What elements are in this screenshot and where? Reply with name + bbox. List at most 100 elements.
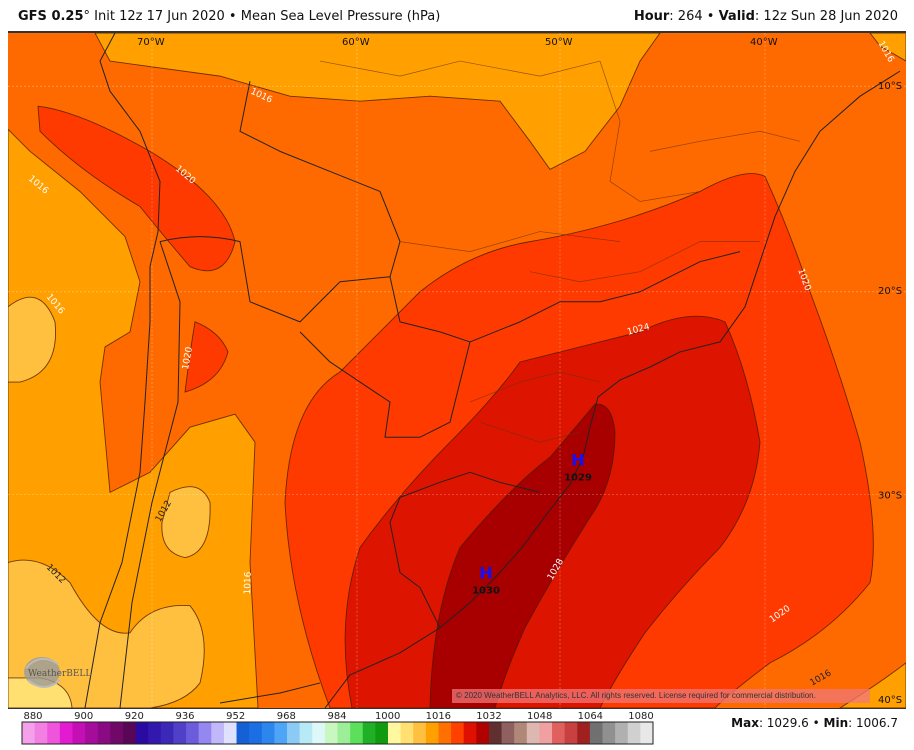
max-value: : 1029.6 (758, 716, 809, 730)
hour-value: : 264 (669, 9, 703, 24)
colorbar-label: 900 (74, 711, 93, 722)
colorbar-cell (223, 722, 238, 744)
watermark-text: WeatherBELL (28, 669, 91, 679)
colorbar-cell (463, 722, 477, 744)
colorbar-cell (514, 722, 528, 744)
field-name: Mean Sea Level Pressure (hPa) (240, 9, 441, 24)
colorbar-cell (337, 722, 351, 744)
colorbar-label: 920 (125, 711, 144, 722)
colorbar-cell (72, 722, 86, 744)
colorbar-cell (249, 722, 263, 744)
colorbar-cell (640, 722, 654, 744)
fill-1012-1016-top (94, 33, 661, 170)
fill-1028-1032 (429, 403, 616, 708)
colorbar-cell (198, 722, 212, 744)
colorbar-label: 1000 (375, 711, 400, 722)
colorbar-cell (59, 722, 73, 744)
colorbar-cell (186, 722, 200, 744)
colorbar-cell (22, 722, 36, 744)
colorbar-cell (501, 722, 515, 744)
high-pressure-1029: H 1029 (564, 450, 592, 483)
colorbar-cell (85, 722, 99, 744)
colorbar-label: 1064 (578, 711, 603, 722)
colorbar-label: 968 (277, 711, 296, 722)
colorbar-cell (211, 722, 225, 744)
separator: • (812, 716, 820, 730)
lat-label: 10°S (878, 81, 902, 92)
contour-label: 1020 (181, 346, 195, 371)
colorbar-cell (350, 722, 364, 744)
weatherbell-logo: WeatherBELL (20, 650, 100, 695)
colorbar-cell (312, 722, 326, 744)
valid-value: : 12z Sun 28 Jun 2020 (754, 9, 898, 24)
lon-label: 50°W (545, 37, 573, 48)
copyright-notice: © 2020 WeatherBELL Analytics, LLC. All r… (452, 689, 870, 703)
high-value: 1029 (564, 472, 592, 483)
min-label: Min (823, 716, 849, 730)
lon-label: 70°W (137, 37, 165, 48)
separator: • (706, 9, 715, 24)
colorbar: 880 900 920 936 952 968 984 1000 1016 1032 1048 106… (21, 711, 654, 745)
colorbar-label: 1016 (426, 711, 451, 722)
fill-1012-1016-left (8, 128, 259, 708)
colorbar-cell (375, 722, 389, 744)
map-title: GFS 0.25° Init 12z 17 Jun 2020 • Mean Se… (18, 9, 440, 24)
colorbar-cell (173, 722, 187, 744)
separator: • (228, 9, 237, 24)
colorbar-cell (160, 722, 174, 744)
colorbar-cell (400, 722, 414, 744)
lon-label: 40°W (750, 37, 778, 48)
colorbar-cell (552, 722, 566, 744)
colorbar-cell (236, 722, 250, 744)
lat-label: 30°S (878, 490, 902, 501)
colorbar-cell (324, 722, 338, 744)
colorbar-cell (274, 722, 288, 744)
colorbar-label: 952 (226, 711, 245, 722)
colorbar-cell (122, 722, 137, 744)
max-min-stats: Max: 1029.6 • Min: 1006.7 (731, 716, 898, 730)
valid-label: Valid (718, 9, 755, 24)
colorbar-label: 880 (23, 711, 42, 722)
high-symbol: H (479, 564, 492, 583)
colorbar-cell (287, 722, 301, 744)
lat-label: 40°S (878, 695, 902, 706)
state-borders (319, 60, 801, 443)
colorbar-cell (413, 722, 427, 744)
colorbar-cell (438, 722, 452, 744)
fill-1020-1024-nw (37, 105, 236, 272)
colorbar-label: 1048 (527, 711, 552, 722)
coastlines-borders (84, 33, 901, 708)
colorbar-label: 1032 (476, 711, 501, 722)
degree-symbol: ° (83, 9, 91, 24)
colorbar-label: 936 (175, 711, 194, 722)
colorbar-cell (110, 722, 124, 744)
colorbar-cell (135, 722, 149, 744)
colorbar-cell (451, 722, 465, 744)
colorbar-cell (261, 722, 275, 744)
high-value: 1030 (472, 586, 500, 597)
min-value: : 1006.7 (848, 716, 898, 730)
colorbar-cell (589, 722, 604, 744)
axis-labels: 70°W 60°W 50°W 40°W 10°S 20°S 30°S 40°S (137, 37, 902, 706)
high-symbol: H (571, 450, 584, 469)
colorbar-cell (299, 722, 313, 744)
colorbar-cell (34, 722, 48, 744)
fill-1008-1012-west (8, 296, 56, 383)
colorbar-cell (476, 722, 490, 744)
colorbar-cell (387, 722, 402, 744)
max-label: Max (731, 716, 759, 730)
colorbar-cell (425, 722, 439, 744)
lat-label: 20°S (878, 286, 902, 297)
model-name: GFS 0.25 (18, 9, 84, 24)
grid-lines (8, 33, 906, 708)
colorbar-label: 1080 (628, 711, 653, 722)
contour-label: 1016 (243, 571, 254, 595)
colorbar-cell (362, 722, 376, 744)
fill-1008-1012-center (161, 486, 211, 559)
colorbar-cell (602, 722, 616, 744)
high-pressure-1030: H 1030 (472, 564, 500, 597)
colorbar-cell (148, 722, 162, 744)
colorbar-cell (539, 722, 553, 744)
colorbar-cell (97, 722, 111, 744)
hour-label: Hour (633, 9, 670, 24)
